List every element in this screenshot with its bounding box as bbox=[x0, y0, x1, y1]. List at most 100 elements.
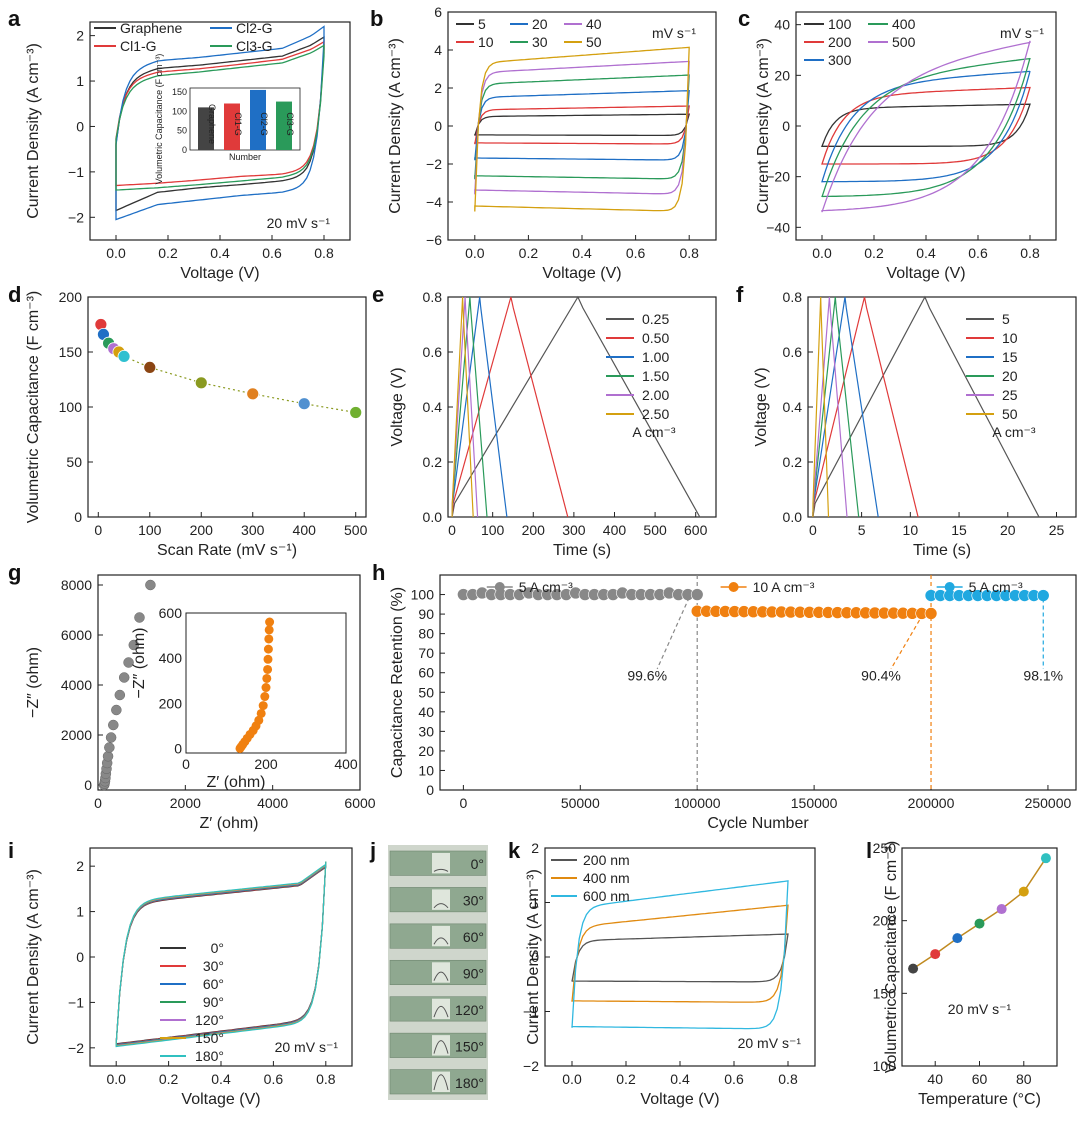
y-tick-label: 6 bbox=[434, 4, 442, 20]
y-tick-label: 20 bbox=[418, 743, 434, 759]
x-tick-label: 5 bbox=[858, 522, 866, 538]
x-axis-label: Scan Rate (mV s⁻¹) bbox=[157, 542, 297, 559]
retention-value: 90.4% bbox=[861, 668, 901, 684]
y-tick-label: 0 bbox=[84, 777, 92, 793]
data-point bbox=[123, 657, 134, 668]
legend-marker bbox=[728, 582, 739, 592]
cv-curve-cl3-g bbox=[115, 44, 325, 191]
x-tick-label: 0.0 bbox=[106, 245, 126, 261]
y-tick-label: 0.6 bbox=[423, 344, 443, 360]
segment-label: 5 A cm⁻³ bbox=[969, 579, 1023, 595]
y-tick-label: 100 bbox=[873, 1058, 897, 1074]
legend-unit: mV s⁻¹ bbox=[1000, 25, 1044, 41]
inset-y-tick: 600 bbox=[159, 605, 183, 621]
data-point bbox=[194, 376, 208, 390]
x-tick-label: 500 bbox=[643, 522, 667, 538]
panel-label: k bbox=[508, 838, 521, 863]
x-tick-label: 0.2 bbox=[158, 245, 178, 261]
x-tick-label: 200 bbox=[522, 522, 546, 538]
cv-curve-300 bbox=[821, 70, 1031, 183]
legend-label: Graphene bbox=[120, 20, 182, 36]
legend-marker bbox=[944, 582, 955, 592]
y-tick-label: 0 bbox=[434, 118, 442, 134]
y-tick-label: 0 bbox=[426, 782, 434, 798]
y-tick-label: 150 bbox=[59, 344, 83, 360]
angle-label: 0° bbox=[471, 856, 484, 872]
angle-label: 60° bbox=[463, 929, 484, 945]
bend-gap bbox=[432, 1035, 450, 1056]
panel-a: 0.0 0.2 0.4 0.6 0.8 −2 −1 0 1 2 Voltage (V) Current… bbox=[8, 6, 351, 282]
angle-label: 90° bbox=[463, 966, 484, 982]
x-axis-label: Cycle Number bbox=[707, 815, 809, 832]
x-tick-label: 2000 bbox=[170, 795, 201, 811]
cycle-point bbox=[690, 588, 704, 601]
inset-x-label: Z′ (ohm) bbox=[207, 774, 266, 791]
x-axis-label: Voltage (V) bbox=[886, 265, 965, 282]
x-tick-label: 0.6 bbox=[724, 1071, 744, 1087]
legend-label: 50 bbox=[1002, 406, 1018, 422]
y-tick-label: 6000 bbox=[61, 627, 92, 643]
x-tick-label: 0.8 bbox=[316, 1071, 336, 1087]
inset-category: Cl2-G bbox=[259, 112, 269, 136]
x-tick-label: 6000 bbox=[344, 795, 375, 811]
x-tick-label: 0.0 bbox=[465, 245, 485, 261]
retention-value: 98.1% bbox=[1023, 668, 1063, 684]
y-tick-label: 8000 bbox=[61, 577, 92, 593]
panel-label: e bbox=[372, 282, 384, 307]
y-tick-label: 0 bbox=[531, 949, 539, 965]
x-tick-label: 20 bbox=[1000, 522, 1016, 538]
y-tick-label: −40 bbox=[766, 219, 790, 235]
cv-curve-400 bbox=[821, 57, 1031, 198]
x-tick-label: 0 bbox=[94, 795, 102, 811]
data-point bbox=[1040, 853, 1051, 864]
y-axis-label: Current Density (A cm⁻³) bbox=[387, 38, 404, 214]
bend-gap bbox=[432, 889, 450, 910]
y-tick-label: 80 bbox=[418, 626, 434, 642]
x-tick-label: 0 bbox=[459, 795, 467, 811]
x-tick-label: 500 bbox=[344, 522, 368, 538]
y-tick-label: −1 bbox=[68, 994, 84, 1010]
inset-data-point bbox=[258, 701, 268, 711]
inset-category: Cl1-G bbox=[233, 112, 243, 136]
data-point bbox=[930, 949, 941, 960]
x-tick-label: 40 bbox=[927, 1071, 943, 1087]
y-tick-label: −1 bbox=[68, 164, 84, 180]
data-point bbox=[349, 406, 363, 419]
legend-label: 90° bbox=[203, 994, 224, 1010]
x-axis-label: Voltage (V) bbox=[640, 1091, 719, 1108]
y-tick-label: 70 bbox=[418, 645, 434, 661]
angle-label: 30° bbox=[463, 893, 484, 909]
x-tick-label: 80 bbox=[1016, 1071, 1032, 1087]
bend-arc bbox=[433, 971, 449, 981]
x-tick-label: 300 bbox=[562, 522, 586, 538]
x-axis-label: Z′ (ohm) bbox=[200, 815, 259, 832]
angle-label: 120° bbox=[455, 1002, 484, 1018]
x-tick-label: 400 bbox=[603, 522, 627, 538]
legend-unit: A cm⁻³ bbox=[992, 424, 1036, 440]
y-tick-label: −2 bbox=[426, 156, 442, 172]
inset-x-label: Number bbox=[229, 152, 261, 162]
legend-label: 50 bbox=[586, 34, 602, 50]
gcd-curve-5 bbox=[812, 295, 1040, 518]
panel-label: j bbox=[369, 838, 376, 863]
inset-x-tick: 0 bbox=[182, 756, 190, 772]
y-tick-label: −20 bbox=[766, 169, 790, 185]
y-tick-label: 0.8 bbox=[783, 289, 803, 305]
y-tick-label: 0.6 bbox=[783, 344, 803, 360]
x-tick-label: 0.8 bbox=[1020, 245, 1040, 261]
x-tick-label: 0.6 bbox=[626, 245, 646, 261]
x-tick-label: 0.6 bbox=[968, 245, 988, 261]
y-tick-label: 200 bbox=[59, 289, 83, 305]
y-tick-label: 150 bbox=[873, 985, 897, 1001]
inset-category: Graphene bbox=[207, 104, 217, 144]
inset-data-point bbox=[265, 617, 275, 627]
scan-rate-annotation: 20 mV s⁻¹ bbox=[948, 1001, 1012, 1017]
data-point bbox=[118, 672, 130, 683]
y-tick-label: 1 bbox=[76, 904, 84, 920]
legend-label: 30 bbox=[532, 34, 548, 50]
segment-label: 5 A cm⁻³ bbox=[519, 579, 573, 595]
legend-label: 60° bbox=[203, 976, 224, 992]
x-axis-label: Temperature (°C) bbox=[918, 1091, 1041, 1108]
panel-h: 0 50000 100000 150000 200000 250000 0 10 20 30 40 5… bbox=[372, 560, 1077, 832]
panel-k: 0.0 0.2 0.4 0.6 0.8 −2 −1 0 1 2 Voltage (V) Current… bbox=[508, 838, 816, 1108]
